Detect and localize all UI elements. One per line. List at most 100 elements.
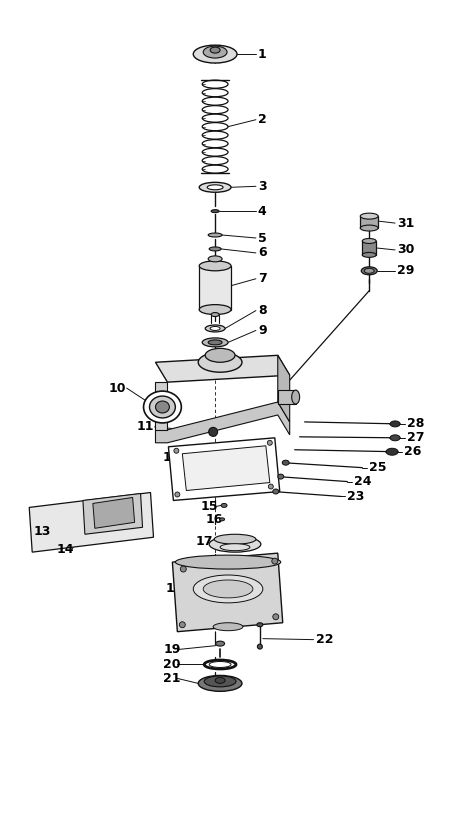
Ellipse shape <box>216 641 225 646</box>
Text: 2: 2 <box>258 113 266 126</box>
Polygon shape <box>155 355 290 382</box>
Text: 1: 1 <box>258 47 266 60</box>
Ellipse shape <box>272 558 278 564</box>
Text: 8: 8 <box>258 304 266 317</box>
Ellipse shape <box>273 489 279 494</box>
Ellipse shape <box>273 614 279 620</box>
Text: 9: 9 <box>258 324 266 337</box>
Text: 5: 5 <box>258 232 266 245</box>
Ellipse shape <box>199 261 231 271</box>
Polygon shape <box>29 493 153 552</box>
Text: 20: 20 <box>163 658 181 671</box>
Ellipse shape <box>199 182 231 193</box>
Polygon shape <box>278 355 290 422</box>
Ellipse shape <box>175 492 180 497</box>
Text: 3: 3 <box>258 180 266 193</box>
Ellipse shape <box>207 184 223 190</box>
Ellipse shape <box>203 580 253 598</box>
Ellipse shape <box>215 677 225 683</box>
Ellipse shape <box>221 503 227 508</box>
Bar <box>199 266 231 309</box>
Text: 27: 27 <box>407 432 425 445</box>
Ellipse shape <box>282 460 289 465</box>
Ellipse shape <box>210 47 220 53</box>
Text: 13: 13 <box>33 525 50 538</box>
Ellipse shape <box>211 313 219 317</box>
Ellipse shape <box>257 644 262 649</box>
Ellipse shape <box>180 566 186 572</box>
Text: 29: 29 <box>397 264 414 277</box>
Ellipse shape <box>202 338 228 347</box>
Text: 25: 25 <box>369 461 387 474</box>
Ellipse shape <box>174 448 179 453</box>
Ellipse shape <box>214 534 256 544</box>
Ellipse shape <box>268 484 273 489</box>
Text: 16: 16 <box>205 512 223 526</box>
Ellipse shape <box>209 247 221 251</box>
Text: 18: 18 <box>165 583 183 596</box>
Text: 15: 15 <box>200 500 218 513</box>
Ellipse shape <box>208 233 222 237</box>
Ellipse shape <box>390 435 400 441</box>
Text: 14: 14 <box>56 543 74 556</box>
Text: 26: 26 <box>404 446 421 459</box>
Text: 21: 21 <box>163 672 181 685</box>
Polygon shape <box>93 498 134 528</box>
Ellipse shape <box>360 213 378 220</box>
Ellipse shape <box>208 256 222 262</box>
Ellipse shape <box>175 555 281 569</box>
Ellipse shape <box>220 543 250 551</box>
Ellipse shape <box>213 623 243 631</box>
Text: 24: 24 <box>354 475 372 488</box>
Ellipse shape <box>257 623 263 627</box>
Ellipse shape <box>155 401 170 413</box>
Ellipse shape <box>278 474 284 479</box>
Text: 4: 4 <box>258 205 266 218</box>
Text: 28: 28 <box>407 418 424 430</box>
Text: 6: 6 <box>258 246 266 259</box>
Ellipse shape <box>209 428 218 437</box>
Text: 19: 19 <box>163 643 181 656</box>
Ellipse shape <box>204 676 236 687</box>
Text: 11: 11 <box>137 420 154 433</box>
Ellipse shape <box>203 47 227 58</box>
Ellipse shape <box>362 252 376 257</box>
Text: 31: 31 <box>397 216 414 229</box>
Ellipse shape <box>209 662 231 667</box>
Text: 17: 17 <box>195 534 213 548</box>
Text: 10: 10 <box>109 382 126 395</box>
Polygon shape <box>172 553 283 632</box>
Text: 12: 12 <box>162 451 180 464</box>
Text: 30: 30 <box>397 243 414 256</box>
Polygon shape <box>182 446 270 490</box>
Ellipse shape <box>205 325 225 332</box>
Bar <box>360 216 378 228</box>
Ellipse shape <box>360 225 378 231</box>
Ellipse shape <box>143 391 181 423</box>
Ellipse shape <box>198 353 242 372</box>
Text: 7: 7 <box>258 273 266 286</box>
Ellipse shape <box>386 448 398 455</box>
Ellipse shape <box>208 340 222 345</box>
Bar <box>362 241 376 255</box>
Ellipse shape <box>198 676 242 691</box>
Ellipse shape <box>292 390 300 404</box>
Ellipse shape <box>180 622 185 628</box>
Polygon shape <box>155 382 167 430</box>
Ellipse shape <box>267 441 272 446</box>
Ellipse shape <box>211 210 219 213</box>
Polygon shape <box>83 494 142 534</box>
Polygon shape <box>169 438 280 500</box>
Ellipse shape <box>193 575 263 603</box>
Ellipse shape <box>150 396 175 418</box>
Ellipse shape <box>390 421 400 427</box>
Text: 22: 22 <box>315 633 333 646</box>
Ellipse shape <box>210 326 220 330</box>
Ellipse shape <box>361 267 377 275</box>
Ellipse shape <box>362 238 376 243</box>
Ellipse shape <box>199 304 231 314</box>
Ellipse shape <box>205 348 235 362</box>
Bar <box>278 390 295 404</box>
Ellipse shape <box>193 45 237 63</box>
Ellipse shape <box>364 268 374 273</box>
